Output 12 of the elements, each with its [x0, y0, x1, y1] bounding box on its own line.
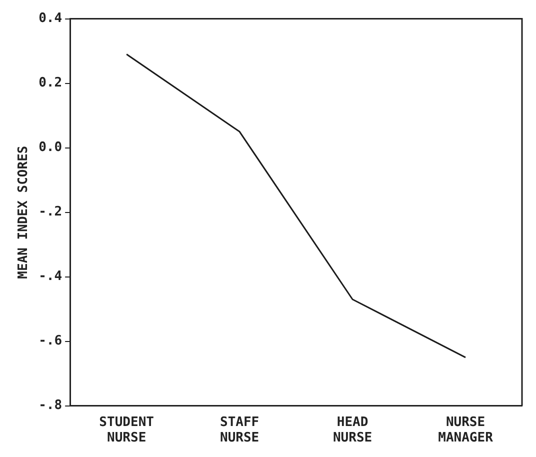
y-axis-title: MEAN INDEX SCORES [16, 146, 32, 279]
y-tick-label: -.6 [38, 334, 62, 349]
y-tick-label: 0.0 [38, 140, 62, 156]
x-tick-label: STUDENT NURSE [99, 414, 154, 446]
y-tick-label: -.2 [38, 204, 62, 220]
y-tick-label: -.8 [38, 398, 62, 414]
y-tick-label: -.4 [38, 269, 62, 284]
y-tick-label: 0.4 [38, 11, 62, 26]
x-tick-label: STAFF NURSE [220, 414, 260, 446]
x-tick-label: NURSE MANAGER [438, 414, 494, 446]
x-tick-label: HEAD NURSE [332, 414, 372, 446]
y-tick-label: 0.2 [38, 76, 62, 91]
